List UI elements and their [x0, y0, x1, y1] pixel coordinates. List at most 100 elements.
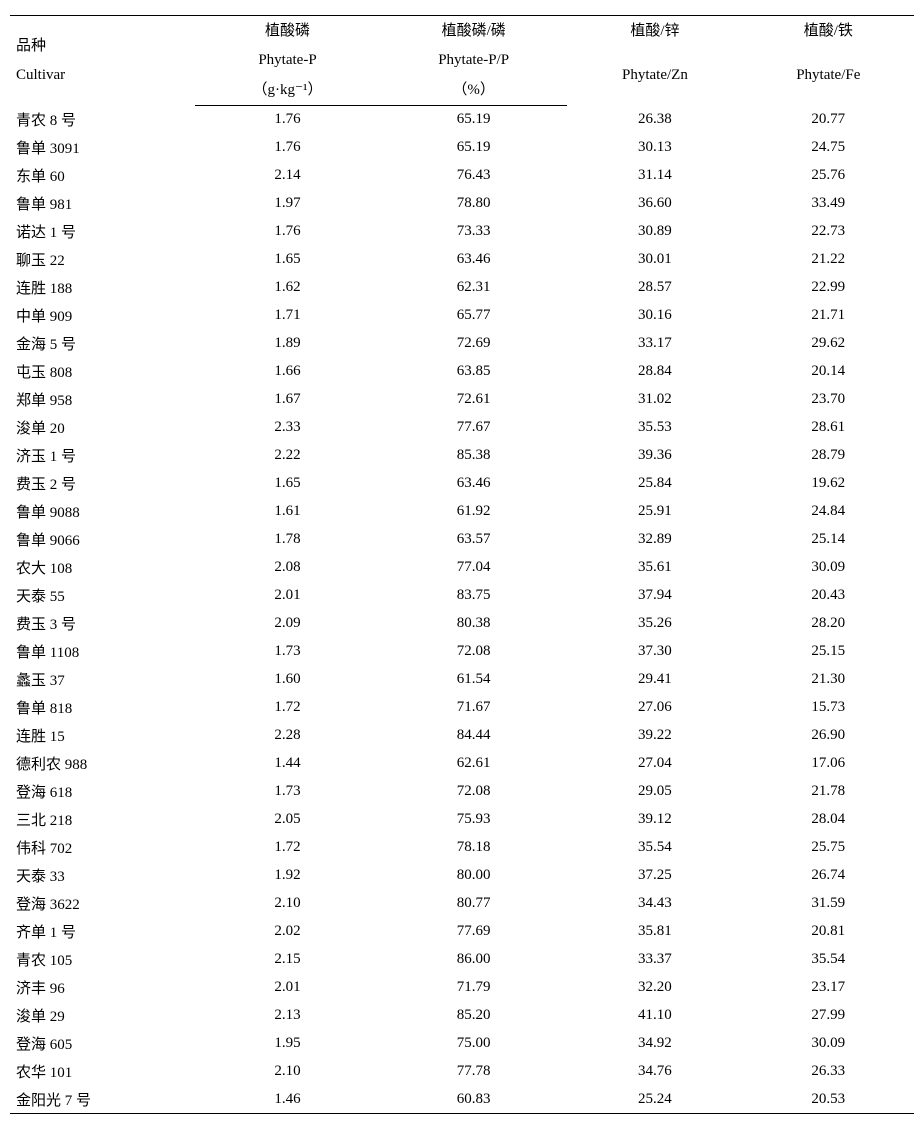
cell-cultivar: 鲁单 9088 [10, 497, 195, 525]
cell-cultivar: 登海 3622 [10, 889, 195, 917]
cell-phytate-pp: 75.00 [380, 1029, 567, 1057]
cell-phytate-p: 1.60 [195, 665, 380, 693]
cell-phytate-fe: 26.90 [743, 721, 914, 749]
cell-phytate-fe: 33.49 [743, 189, 914, 217]
cell-phytate-pp: 78.18 [380, 833, 567, 861]
table-row: 鲁单 11081.7372.0837.3025.15 [10, 637, 914, 665]
cell-phytate-fe: 17.06 [743, 749, 914, 777]
cell-phytate-fe: 21.71 [743, 301, 914, 329]
cell-cultivar: 聊玉 22 [10, 245, 195, 273]
cell-phytate-pp: 77.67 [380, 413, 567, 441]
cell-phytate-zn: 28.57 [567, 273, 742, 301]
cell-phytate-pp: 80.77 [380, 889, 567, 917]
cell-phytate-p: 1.92 [195, 861, 380, 889]
cell-phytate-zn: 41.10 [567, 1001, 742, 1029]
cell-cultivar: 三北 218 [10, 805, 195, 833]
cell-phytate-pp: 71.67 [380, 693, 567, 721]
cell-phytate-zn: 30.01 [567, 245, 742, 273]
cell-phytate-fe: 25.14 [743, 525, 914, 553]
table-row: 连胜 1881.6262.3128.5722.99 [10, 273, 914, 301]
table-row: 济玉 1 号2.2285.3839.3628.79 [10, 441, 914, 469]
table-row: 鲁单 90661.7863.5732.8925.14 [10, 525, 914, 553]
cell-cultivar: 屯玉 808 [10, 357, 195, 385]
table-row: 青农 8 号1.7665.1926.3820.77 [10, 105, 914, 133]
cell-phytate-pp: 73.33 [380, 217, 567, 245]
cell-phytate-p: 1.65 [195, 245, 380, 273]
cell-phytate-p: 1.97 [195, 189, 380, 217]
cell-phytate-fe: 15.73 [743, 693, 914, 721]
cell-phytate-p: 2.14 [195, 161, 380, 189]
cell-phytate-p: 2.02 [195, 917, 380, 945]
cell-phytate-p: 2.01 [195, 973, 380, 1001]
table-row: 金阳光 7 号1.4660.8325.2420.53 [10, 1085, 914, 1114]
cell-phytate-p: 2.22 [195, 441, 380, 469]
table-row: 连胜 152.2884.4439.2226.90 [10, 721, 914, 749]
cell-phytate-pp: 77.78 [380, 1057, 567, 1085]
table-row: 浚单 292.1385.2041.1027.99 [10, 1001, 914, 1029]
cell-cultivar: 天泰 33 [10, 861, 195, 889]
cell-phytate-p: 1.46 [195, 1085, 380, 1114]
header-phytate-pp-unit: （%） [384, 79, 563, 102]
cell-phytate-fe: 21.30 [743, 665, 914, 693]
cell-phytate-zn: 35.61 [567, 553, 742, 581]
cell-phytate-zn: 39.22 [567, 721, 742, 749]
table-row: 中单 9091.7165.7730.1621.71 [10, 301, 914, 329]
cell-phytate-pp: 63.46 [380, 245, 567, 273]
cell-phytate-pp: 63.46 [380, 469, 567, 497]
cell-phytate-pp: 72.69 [380, 329, 567, 357]
cell-phytate-p: 2.28 [195, 721, 380, 749]
table-row: 聊玉 221.6563.4630.0121.22 [10, 245, 914, 273]
cell-phytate-zn: 32.89 [567, 525, 742, 553]
cell-phytate-fe: 22.99 [743, 273, 914, 301]
cell-phytate-fe: 31.59 [743, 889, 914, 917]
cell-cultivar: 济玉 1 号 [10, 441, 195, 469]
cell-phytate-zn: 34.43 [567, 889, 742, 917]
cell-phytate-fe: 21.78 [743, 777, 914, 805]
header-phytate-pp-cn: 植酸磷/磷 [384, 20, 563, 43]
cell-phytate-fe: 20.14 [743, 357, 914, 385]
header-phytate-p-unit: （g·kg⁻¹） [199, 79, 376, 102]
table-row: 青农 1052.1586.0033.3735.54 [10, 945, 914, 973]
cell-phytate-fe: 24.84 [743, 497, 914, 525]
cell-phytate-p: 1.76 [195, 105, 380, 133]
cell-cultivar: 蠡玉 37 [10, 665, 195, 693]
cell-cultivar: 郑单 958 [10, 385, 195, 413]
cell-phytate-pp: 61.54 [380, 665, 567, 693]
cell-phytate-fe: 23.17 [743, 973, 914, 1001]
cell-phytate-pp: 80.38 [380, 609, 567, 637]
header-phytate-pp-en: Phytate-P/P [384, 49, 563, 72]
cell-cultivar: 登海 605 [10, 1029, 195, 1057]
cell-phytate-pp: 78.80 [380, 189, 567, 217]
cell-phytate-p: 1.65 [195, 469, 380, 497]
table-row: 费玉 2 号1.6563.4625.8419.62 [10, 469, 914, 497]
table-row: 登海 6051.9575.0034.9230.09 [10, 1029, 914, 1057]
header-phytate-zn-cn: 植酸/锌 [571, 20, 738, 43]
cell-phytate-p: 1.71 [195, 301, 380, 329]
cell-phytate-fe: 20.77 [743, 105, 914, 133]
cell-phytate-pp: 72.08 [380, 637, 567, 665]
cell-cultivar: 浚单 20 [10, 413, 195, 441]
cell-phytate-p: 1.95 [195, 1029, 380, 1057]
table-row: 浚单 202.3377.6735.5328.61 [10, 413, 914, 441]
cell-phytate-pp: 62.61 [380, 749, 567, 777]
cell-phytate-zn: 35.81 [567, 917, 742, 945]
table-row: 费玉 3 号2.0980.3835.2628.20 [10, 609, 914, 637]
cell-phytate-zn: 35.53 [567, 413, 742, 441]
cell-phytate-fe: 28.20 [743, 609, 914, 637]
cell-phytate-zn: 28.84 [567, 357, 742, 385]
table-row: 伟科 7021.7278.1835.5425.75 [10, 833, 914, 861]
cell-phytate-zn: 39.12 [567, 805, 742, 833]
cell-phytate-zn: 25.91 [567, 497, 742, 525]
cell-phytate-fe: 26.33 [743, 1057, 914, 1085]
cell-phytate-p: 2.05 [195, 805, 380, 833]
cell-phytate-p: 1.89 [195, 329, 380, 357]
cell-phytate-fe: 25.76 [743, 161, 914, 189]
cell-phytate-zn: 25.24 [567, 1085, 742, 1114]
cell-phytate-p: 2.13 [195, 1001, 380, 1029]
cell-phytate-zn: 30.89 [567, 217, 742, 245]
cell-phytate-pp: 61.92 [380, 497, 567, 525]
header-phytate-fe-cn: 植酸/铁 [747, 20, 910, 43]
cell-phytate-p: 1.76 [195, 217, 380, 245]
cell-cultivar: 鲁单 981 [10, 189, 195, 217]
cell-cultivar: 金阳光 7 号 [10, 1085, 195, 1114]
